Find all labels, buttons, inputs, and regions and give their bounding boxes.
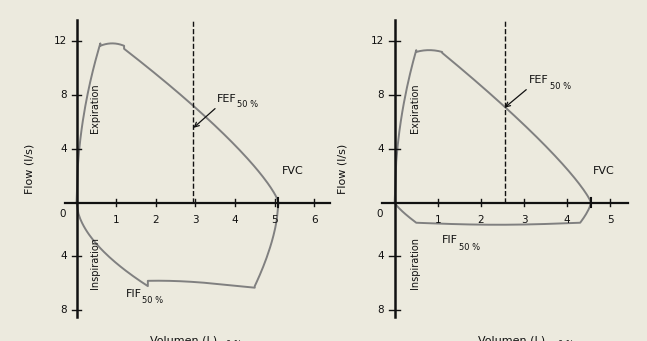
- Text: 8: 8: [60, 306, 67, 315]
- Text: 50 %: 50 %: [142, 296, 163, 306]
- Text: 2: 2: [153, 214, 159, 225]
- Text: Expiration: Expiration: [410, 83, 420, 133]
- Text: 4: 4: [377, 251, 384, 262]
- Text: 2: 2: [477, 214, 484, 225]
- Text: FIF: FIF: [126, 289, 142, 299]
- Text: FEF: FEF: [529, 75, 548, 85]
- Text: Inspiration: Inspiration: [410, 237, 420, 289]
- Text: Volumen (L): Volumen (L): [477, 335, 545, 341]
- Text: 12: 12: [54, 36, 67, 46]
- Text: 4: 4: [60, 251, 67, 262]
- Text: Expiration: Expiration: [91, 83, 100, 133]
- Text: 3: 3: [521, 214, 527, 225]
- Text: 1: 1: [435, 214, 441, 225]
- Text: FIF: FIF: [442, 235, 458, 245]
- Text: 5: 5: [271, 214, 278, 225]
- Text: 4: 4: [564, 214, 571, 225]
- Text: 0 %: 0 %: [226, 340, 242, 341]
- Text: 6: 6: [311, 214, 318, 225]
- Text: 8: 8: [377, 306, 384, 315]
- Text: 0 %: 0 %: [558, 340, 575, 341]
- Text: 0: 0: [376, 209, 382, 219]
- Text: 8: 8: [60, 90, 67, 100]
- Text: 50 %: 50 %: [237, 101, 258, 109]
- Text: 8: 8: [377, 90, 384, 100]
- Text: FVC: FVC: [593, 165, 615, 176]
- Text: 4: 4: [60, 144, 67, 153]
- Text: FEF: FEF: [217, 94, 237, 104]
- Text: 4: 4: [232, 214, 238, 225]
- Text: 3: 3: [192, 214, 199, 225]
- Text: 5: 5: [607, 214, 613, 225]
- Text: Flow (l/s): Flow (l/s): [338, 144, 348, 194]
- Text: 1: 1: [113, 214, 120, 225]
- Text: 50 %: 50 %: [459, 242, 481, 252]
- Text: Volumen (L): Volumen (L): [150, 335, 217, 341]
- Text: 12: 12: [371, 36, 384, 46]
- Text: Inspiration: Inspiration: [91, 237, 100, 289]
- Text: 4: 4: [377, 144, 384, 153]
- Text: FVC: FVC: [281, 165, 303, 176]
- Text: 50 %: 50 %: [550, 81, 571, 91]
- Text: 0: 0: [59, 209, 65, 219]
- Text: Flow (l/s): Flow (l/s): [24, 144, 34, 194]
